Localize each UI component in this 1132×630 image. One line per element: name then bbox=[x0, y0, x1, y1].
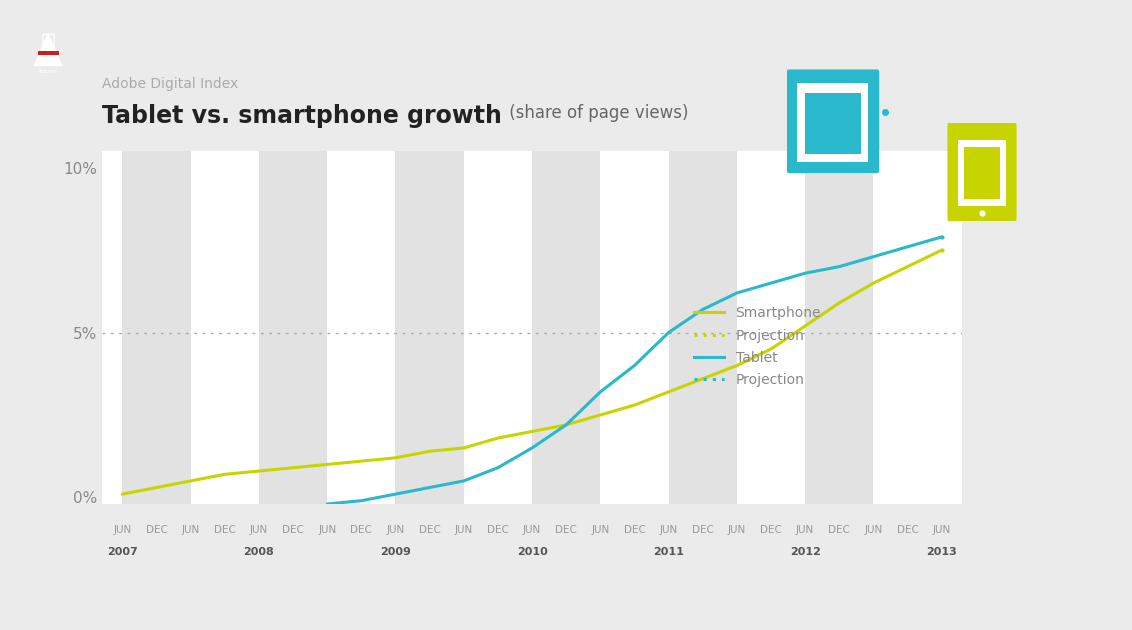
Bar bbox=[737, 151, 805, 504]
Bar bbox=[964, 147, 1000, 199]
Text: JUN: JUN bbox=[250, 525, 268, 536]
Bar bbox=[805, 93, 861, 154]
Text: JUN: JUN bbox=[933, 525, 951, 536]
Bar bbox=[122, 151, 190, 504]
Text: JUN: JUN bbox=[591, 525, 609, 536]
Text: 2010: 2010 bbox=[516, 547, 548, 557]
Text: DEC: DEC bbox=[692, 525, 713, 536]
Bar bbox=[805, 151, 874, 504]
Text: ⨟: ⨟ bbox=[41, 32, 55, 56]
Bar bbox=[959, 140, 1005, 206]
Bar bbox=[464, 151, 532, 504]
FancyBboxPatch shape bbox=[787, 69, 880, 173]
Bar bbox=[37, 50, 59, 55]
Text: JUN: JUN bbox=[523, 525, 541, 536]
Text: JUN: JUN bbox=[865, 525, 883, 536]
Text: DEC: DEC bbox=[624, 525, 645, 536]
Text: DEC: DEC bbox=[897, 525, 918, 536]
Text: DEC: DEC bbox=[419, 525, 440, 536]
Text: 2008: 2008 bbox=[243, 547, 274, 557]
Text: 2013: 2013 bbox=[926, 547, 957, 557]
Text: JUN: JUN bbox=[455, 525, 473, 536]
Text: Adobe: Adobe bbox=[38, 69, 58, 74]
Text: JUN: JUN bbox=[318, 525, 336, 536]
Text: JUN: JUN bbox=[796, 525, 814, 536]
Text: 2009: 2009 bbox=[380, 547, 411, 557]
Text: JUN: JUN bbox=[386, 525, 404, 536]
Bar bbox=[669, 151, 737, 504]
Text: 2007: 2007 bbox=[108, 547, 138, 557]
Bar bbox=[600, 151, 669, 504]
FancyBboxPatch shape bbox=[947, 121, 1017, 222]
Bar bbox=[190, 151, 259, 504]
Bar bbox=[259, 151, 327, 504]
Text: Adobe Digital Index: Adobe Digital Index bbox=[102, 77, 238, 91]
Bar bbox=[874, 151, 942, 504]
Text: JUN: JUN bbox=[113, 525, 131, 536]
Text: DEC: DEC bbox=[146, 525, 168, 536]
Text: DEC: DEC bbox=[282, 525, 305, 536]
Text: DEC: DEC bbox=[351, 525, 372, 536]
Bar bbox=[327, 151, 395, 504]
Text: DEC: DEC bbox=[487, 525, 509, 536]
Bar bbox=[532, 151, 600, 504]
Text: JUN: JUN bbox=[728, 525, 746, 536]
Text: (share of page views): (share of page views) bbox=[504, 104, 688, 122]
Text: JUN: JUN bbox=[181, 525, 199, 536]
Text: 2012: 2012 bbox=[790, 547, 821, 557]
Polygon shape bbox=[34, 34, 62, 66]
Bar bbox=[797, 83, 868, 162]
Legend: Smartphone, Projection, Tablet, Projection: Smartphone, Projection, Tablet, Projecti… bbox=[694, 306, 821, 387]
Text: DEC: DEC bbox=[214, 525, 235, 536]
Text: DEC: DEC bbox=[760, 525, 782, 536]
Bar bbox=[395, 151, 464, 504]
Text: DEC: DEC bbox=[829, 525, 850, 536]
Text: DEC: DEC bbox=[555, 525, 577, 536]
Text: JUN: JUN bbox=[660, 525, 678, 536]
Text: 2011: 2011 bbox=[653, 547, 684, 557]
Text: Tablet vs. smartphone growth: Tablet vs. smartphone growth bbox=[102, 104, 501, 128]
